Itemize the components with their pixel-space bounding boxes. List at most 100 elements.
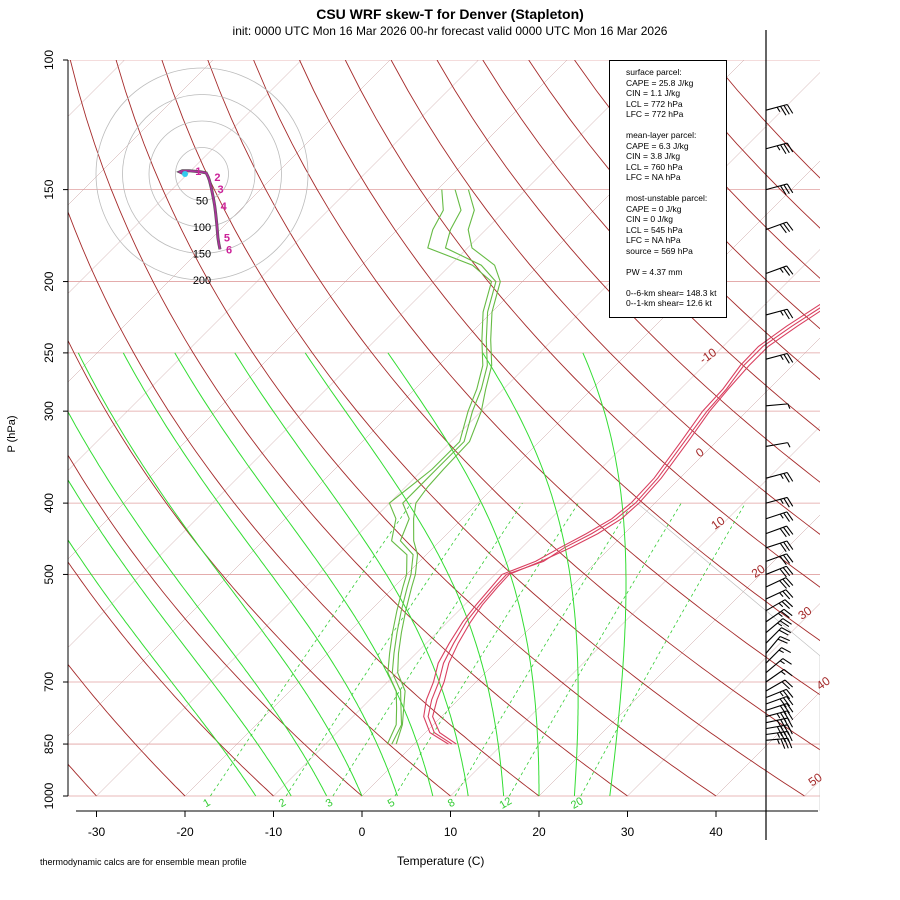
barb-half <box>776 739 780 745</box>
y-tick-label: 300 <box>42 401 56 421</box>
barb-shaft <box>765 308 788 316</box>
mixing-ratio-line <box>508 502 682 797</box>
wind-barb <box>765 442 791 448</box>
barb-full <box>781 601 790 609</box>
stat-line: CAPE = 0 J/kg <box>626 203 682 214</box>
barb-full <box>780 144 787 155</box>
barb-full <box>779 620 790 628</box>
barb-shaft <box>765 658 784 674</box>
barb-full <box>777 638 788 644</box>
isotherm-line <box>715 691 820 797</box>
barb-full <box>786 710 794 721</box>
hodograph-height-label: 1 <box>195 166 201 178</box>
dry-adiabat <box>68 454 363 797</box>
barb-shaft <box>765 618 784 634</box>
dry-adiabat <box>68 210 540 797</box>
barb-full <box>783 473 790 483</box>
temperature-profile <box>427 307 820 745</box>
barb-full <box>786 142 794 153</box>
wind-barb <box>765 565 794 578</box>
barb-full <box>780 738 786 749</box>
isotherm-line <box>68 60 568 560</box>
barb-full <box>786 353 794 363</box>
dry-adiabat <box>69 60 628 797</box>
barb-full <box>779 528 787 538</box>
dry-adiabat <box>68 561 274 797</box>
barb-half <box>776 145 781 151</box>
barb-shaft <box>765 627 782 644</box>
mixing-ratio-labels: 1 2 3 5 8 12 20 <box>201 795 585 812</box>
barb-half <box>777 612 783 617</box>
barb-full <box>782 578 791 588</box>
hodograph-ring <box>95 67 309 281</box>
moist-adiabat <box>304 352 505 797</box>
barb-shaft <box>765 442 788 447</box>
barb-half <box>780 498 784 504</box>
hodograph: 50 100 150 200 1 23 4 56 <box>95 67 309 287</box>
barb-shaft <box>765 577 787 588</box>
barb-full <box>786 308 794 319</box>
moist-adiabat <box>68 410 328 797</box>
barb-full <box>783 105 790 115</box>
barb-full <box>782 222 791 232</box>
barb-full <box>780 610 790 619</box>
barb-full <box>786 183 794 194</box>
barb-full <box>776 720 783 730</box>
isotherm-label: 20 <box>749 561 768 580</box>
barb-shaft <box>765 525 787 535</box>
x-tick-label: 40 <box>709 825 723 839</box>
background-lines <box>68 60 820 811</box>
y-tick-label: 100 <box>42 50 56 70</box>
barb-full <box>786 511 794 521</box>
barb-shaft <box>765 142 788 150</box>
barb-full <box>779 580 787 589</box>
barb-full <box>783 608 793 617</box>
barb-shaft <box>765 540 788 549</box>
stat-line: mean-layer parcel: <box>626 130 697 140</box>
wind-barb <box>765 103 794 116</box>
barb-shaft <box>765 710 788 718</box>
barb-half <box>778 602 784 608</box>
stat-line: most-unstable parcel: <box>626 193 708 203</box>
barb-shaft <box>765 352 788 360</box>
mixing-ratio-label: 2 <box>277 797 288 810</box>
barb-full <box>782 554 791 564</box>
stat-line: LCL = 772 hPa <box>626 98 683 109</box>
isotherm-line <box>627 603 820 797</box>
barb-shaft <box>765 565 787 575</box>
mixing-ratio-label: 12 <box>497 795 514 812</box>
hodograph-origin-marker <box>182 171 188 177</box>
barb-full <box>780 712 787 722</box>
barb-shaft <box>765 696 787 705</box>
mixing-ratio-label: 3 <box>324 797 335 810</box>
x-tick-label: -30 <box>88 825 106 839</box>
wind-barb <box>765 679 794 692</box>
hodograph-ring-label: 50 <box>196 196 208 208</box>
wind-barb <box>765 471 794 483</box>
barb-full <box>786 540 794 550</box>
stat-line: CAPE = 25.8 J/kg <box>626 77 694 88</box>
barb-full <box>784 679 794 688</box>
isotherm-line <box>273 249 820 797</box>
barb-half <box>778 649 784 654</box>
stat-line: CIN = 1.1 J/kg <box>626 88 681 98</box>
hodograph-ring <box>148 120 256 228</box>
barb-full <box>781 681 790 690</box>
wind-barb <box>765 525 794 538</box>
wind-barb <box>765 608 793 623</box>
isotherm-line <box>450 426 820 797</box>
stat-line: 0--6-km shear= 148.3 kt <box>626 287 717 298</box>
sounding-profiles <box>386 189 820 745</box>
isotherm-line <box>68 60 479 471</box>
wind-barb <box>765 647 792 664</box>
mixing-ratio-label: 20 <box>569 795 586 812</box>
wind-barb <box>765 183 794 195</box>
stat-line: LCL = 545 hPa <box>626 224 683 235</box>
dry-adiabat <box>161 60 805 797</box>
hodograph-height-label: 6 <box>226 244 232 256</box>
dry-adiabat <box>68 339 451 797</box>
moist-adiabat <box>482 352 579 797</box>
chart-title: CSU WRF skew-T for Denver (Stapleton) <box>316 6 584 22</box>
barb-shaft <box>765 636 781 654</box>
